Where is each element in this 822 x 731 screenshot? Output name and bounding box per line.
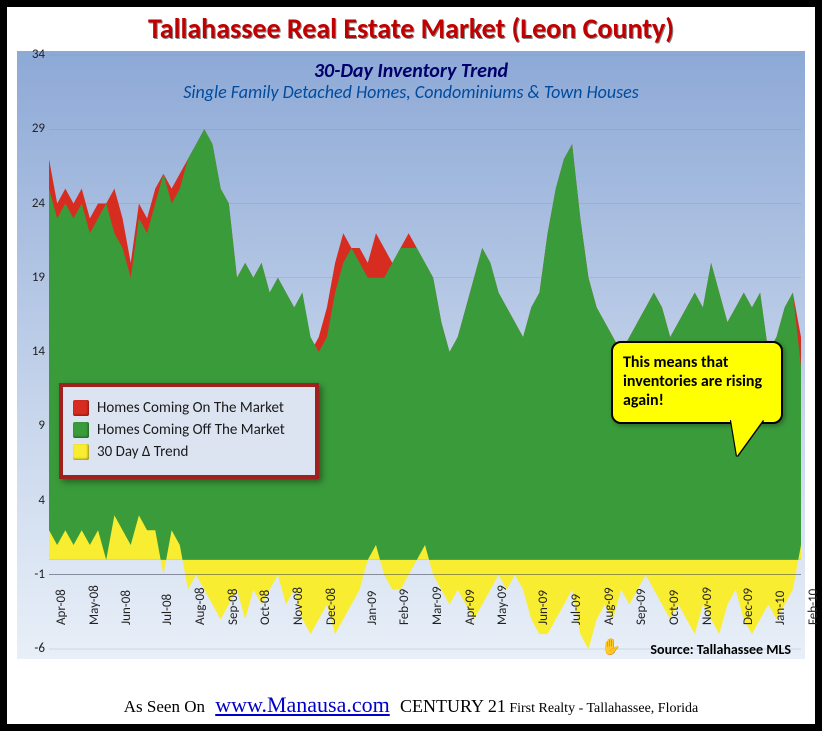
x-tick: Nov-08: [291, 587, 306, 625]
legend-label: Homes Coming Off The Market: [97, 421, 285, 439]
y-tick: -6: [17, 641, 45, 656]
x-tick: Jan-09: [365, 590, 380, 624]
legend-label: 30 Day Δ Trend: [97, 443, 188, 461]
footer: As Seen On www.Manausa.com CENTURY 21 Fi…: [7, 692, 815, 718]
y-tick: 14: [17, 344, 45, 359]
hand-icon: ✋: [601, 637, 621, 657]
x-tick: Apr-09: [463, 589, 478, 625]
footer-seen: As Seen On: [124, 697, 205, 716]
legend: Homes Coming On The Market Homes Coming …: [59, 383, 319, 479]
y-tick: 19: [17, 270, 45, 285]
x-tick: Jan-10: [773, 590, 788, 624]
x-tick: Nov-09: [700, 587, 715, 625]
swatch-off-market: [73, 422, 89, 438]
footer-c21: CENTURY 21 First Realty - Tallahassee, F…: [400, 697, 698, 716]
swatch-delta-trend: [73, 444, 89, 460]
y-tick: 9: [17, 418, 45, 433]
x-tick: Oct-08: [258, 590, 273, 625]
y-tick: 29: [17, 121, 45, 136]
x-tick: Feb-09: [397, 589, 412, 625]
x-tick: Jun-08: [119, 590, 134, 625]
x-tick: Sep-08: [226, 588, 241, 624]
x-tick: May-09: [495, 585, 510, 625]
legend-label: Homes Coming On The Market: [97, 399, 284, 417]
x-tick: May-08: [87, 585, 102, 625]
y-tick: 4: [17, 493, 45, 508]
x-tick: Oct-09: [667, 590, 682, 625]
x-tick: Mar-09: [430, 586, 445, 625]
y-tick: 34: [17, 47, 45, 62]
x-tick: Aug-09: [602, 587, 617, 625]
x-tick: Feb-10: [806, 589, 821, 625]
legend-item-off-market: Homes Coming Off The Market: [73, 421, 305, 439]
x-tick: Apr-08: [54, 589, 69, 625]
callout-text: This means that inventories are rising a…: [623, 353, 762, 410]
title-block: Tallahassee Real Estate Market (Leon Cou…: [7, 7, 815, 48]
x-tick: Jul-08: [160, 594, 175, 625]
legend-item-on-market: Homes Coming On The Market: [73, 399, 305, 417]
y-tick: 24: [17, 196, 45, 211]
x-tick: Aug-08: [193, 587, 208, 625]
chart-frame: Tallahassee Real Estate Market (Leon Cou…: [0, 0, 822, 731]
x-tick: Sep-09: [634, 588, 649, 624]
main-title: Tallahassee Real Estate Market (Leon Cou…: [7, 11, 815, 46]
x-tick: Jul-09: [569, 594, 584, 625]
footer-link[interactable]: www.Manausa.com: [215, 692, 390, 717]
swatch-on-market: [73, 400, 89, 416]
x-tick: Dec-09: [741, 588, 756, 625]
y-tick: -1: [17, 567, 45, 582]
x-tick: Jun-09: [536, 590, 551, 625]
source-label: Source: Tallahassee MLS: [650, 641, 791, 658]
callout-bubble: This means that inventories are rising a…: [611, 341, 783, 424]
x-tick: Dec-08: [324, 588, 339, 625]
plot-area: 30-Day Inventory Trend Single Family Det…: [17, 51, 805, 659]
legend-item-delta-trend: 30 Day Δ Trend: [73, 443, 305, 461]
